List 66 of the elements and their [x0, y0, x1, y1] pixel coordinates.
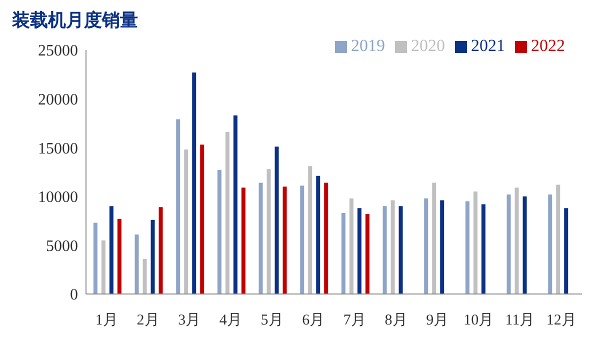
bar [101, 240, 106, 294]
bar [506, 194, 511, 294]
y-tick-label: 15000 [38, 140, 78, 158]
bar [184, 150, 188, 294]
bar [390, 200, 395, 294]
bar [424, 198, 428, 294]
bar [365, 214, 370, 294]
x-tick-label: 9月 [426, 312, 449, 329]
x-tick-label: 6月 [302, 312, 325, 329]
x-tick-label: 3月 [178, 312, 201, 329]
bar [514, 188, 519, 294]
y-tick-label: 0 [70, 286, 78, 304]
x-tick-label: 5月 [260, 312, 284, 329]
y-tick-label: 25000 [38, 42, 78, 60]
x-tick-label: 12月 [546, 312, 576, 329]
legend-label: 2021 [471, 36, 505, 55]
bar [465, 201, 470, 294]
bar [109, 206, 114, 294]
x-tick-label: 7月 [343, 312, 366, 329]
x-tick-label: 8月 [384, 312, 408, 329]
bar [308, 166, 312, 294]
bar [93, 222, 98, 294]
x-tick-label: 2月 [136, 312, 160, 329]
bar [440, 200, 444, 294]
bar [398, 206, 403, 294]
bar [349, 198, 354, 294]
bar [117, 218, 122, 294]
y-tick-label: 10000 [38, 189, 78, 206]
bar [382, 206, 387, 294]
x-tick-label: 11月 [505, 312, 535, 329]
bar [241, 188, 246, 294]
bar [522, 196, 527, 294]
bar [150, 220, 155, 294]
x-tick-label: 1月 [95, 312, 118, 329]
legend-label: 2022 [531, 36, 565, 55]
bar [548, 194, 552, 294]
bar [176, 119, 180, 294]
chart-title: 装载机月度销量 [12, 9, 138, 32]
bar [481, 204, 486, 294]
bar [564, 208, 568, 294]
bar [258, 182, 263, 294]
bar [266, 169, 271, 294]
bar [473, 192, 478, 294]
x-tick-label: 4月 [219, 312, 242, 329]
bar [316, 176, 320, 294]
bar [341, 212, 346, 294]
bar [233, 115, 238, 294]
bar [142, 258, 147, 294]
bar [282, 186, 287, 294]
x-tick-label: 10月 [464, 312, 494, 329]
y-tick-label: 5000 [46, 238, 78, 255]
bar [556, 184, 560, 294]
bar [357, 208, 362, 294]
bar [324, 182, 328, 294]
bar [432, 182, 436, 294]
bar [134, 234, 139, 294]
bar [192, 72, 196, 294]
bar [300, 186, 304, 294]
y-tick-label: 20000 [38, 91, 78, 108]
legend-label: 2019 [351, 36, 385, 55]
bar [200, 144, 204, 294]
bar [274, 146, 279, 294]
legend-label: 2020 [411, 36, 445, 55]
bar [217, 170, 222, 294]
bar [158, 207, 163, 294]
bar [225, 132, 230, 294]
